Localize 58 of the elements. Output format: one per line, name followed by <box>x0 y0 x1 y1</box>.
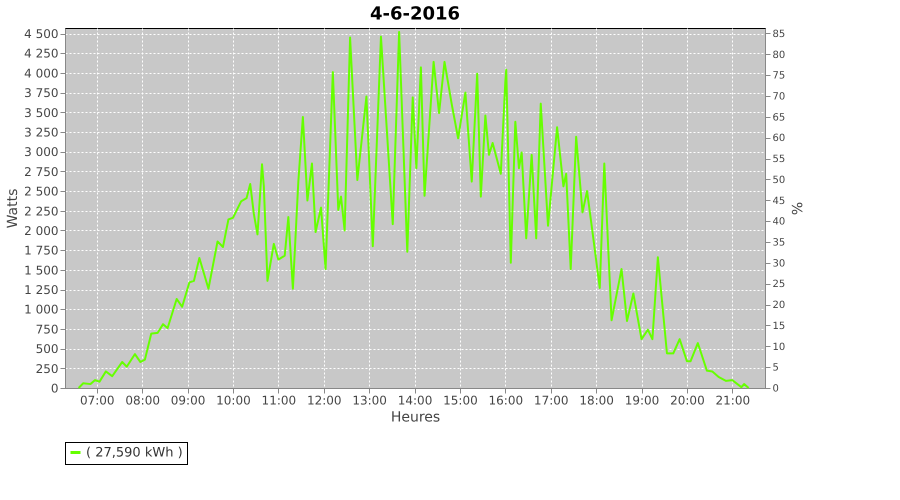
x-tick-label: 07:00 <box>80 394 115 408</box>
y2-tick-label: 40 <box>772 216 786 228</box>
y2-tick-label: 50 <box>772 174 786 186</box>
y-tick-label: 2 250 <box>24 204 58 218</box>
y2-tick-label: 25 <box>772 279 786 290</box>
y2-tick-label: 5 <box>772 362 779 374</box>
y-tick-label: 4 000 <box>24 66 58 80</box>
y-tick-label: 1 000 <box>24 302 58 317</box>
y2-tick-label: 15 <box>772 320 786 332</box>
x-tick-label: 11:00 <box>262 394 296 408</box>
y2-tick-label: 60 <box>772 133 786 144</box>
y-tick-label: 3 500 <box>24 106 58 120</box>
x-tick-label: 13:00 <box>352 394 387 408</box>
x-tick-label: 12:00 <box>306 394 342 408</box>
x-tick-label: 18:00 <box>579 394 614 408</box>
x-tick-label: 19:00 <box>624 394 660 408</box>
x-tick-label: 08:00 <box>125 394 160 408</box>
y-tick-label: 1 250 <box>24 283 58 298</box>
y-tick-label: 4 500 <box>24 27 58 42</box>
y2-tick-label: 65 <box>772 112 786 124</box>
y2-tick-label: 0 <box>772 384 779 394</box>
x-tick-label: 15:00 <box>443 394 478 408</box>
y2-tick-label: 85 <box>772 28 786 40</box>
x-tick-label: 09:00 <box>170 394 206 408</box>
y2-tick-label: 45 <box>772 196 786 207</box>
y2-tick-label: 35 <box>772 238 786 248</box>
y2-tick-label: 20 <box>772 300 786 312</box>
y-tick-label: 2 000 <box>24 224 58 238</box>
y2-tick-label: 70 <box>772 91 786 102</box>
y-tick-label: 0 <box>50 382 58 396</box>
y-tick-label: 750 <box>36 322 58 336</box>
line-series <box>78 30 750 389</box>
y-tick-label: 1 500 <box>24 263 58 278</box>
y-tick-label: 1 750 <box>24 244 58 258</box>
y-tick-label: 3 750 <box>24 86 58 100</box>
y-tick-label: 250 <box>36 362 58 376</box>
y2-tick-label: 80 <box>772 50 786 61</box>
x-tick-label: 10:00 <box>216 394 251 408</box>
chart-title: 4-6-2016 <box>370 4 460 25</box>
y-tick-label: 3 000 <box>24 145 58 160</box>
x-tick-label: 16:00 <box>488 394 524 408</box>
x-axis-title: Heures <box>390 410 440 426</box>
y2-tick-label: 55 <box>772 154 786 166</box>
y-axis-title: Watts <box>5 188 22 228</box>
y2-tick-label: 30 <box>772 258 786 270</box>
y-tick-label: 4 250 <box>24 46 58 61</box>
y2-tick-label: 10 <box>772 342 786 353</box>
y-tick-label: 2 500 <box>24 184 58 199</box>
x-tick-label: 17:00 <box>534 394 569 408</box>
x-tick-label: 14:00 <box>398 394 432 408</box>
y-tick-label: 500 <box>36 342 58 356</box>
x-tick-label: 20:00 <box>670 394 705 408</box>
y2-tick-label: 75 <box>772 70 786 82</box>
y2-axis-title: % <box>788 202 804 216</box>
legend-label: ( 27,590 kWh ) <box>86 446 183 460</box>
y-tick-label: 3 250 <box>24 125 58 140</box>
x-tick-label: 21:00 <box>716 394 750 408</box>
y-tick-label: 2 750 <box>24 164 58 179</box>
